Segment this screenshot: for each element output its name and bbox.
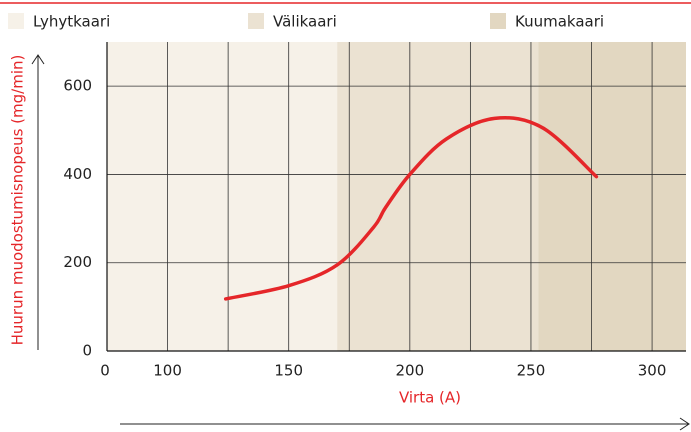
band <box>337 42 539 351</box>
y-tick-label: 200 <box>63 253 92 271</box>
x-axis-label: Virta (A) <box>399 389 461 407</box>
band <box>107 42 338 351</box>
y-tick-label: 600 <box>63 77 92 95</box>
legend-swatch <box>490 13 506 29</box>
band <box>538 42 686 351</box>
y-axis-label: Huurun muodostumisnopeus (mg/min) <box>9 55 27 346</box>
legend-label: Välikaari <box>273 13 337 31</box>
x-tick-label: 0 <box>100 362 110 380</box>
x-tick-label: 150 <box>274 362 303 380</box>
x-tick-label: 300 <box>638 362 667 380</box>
y-arrow-head <box>31 54 45 65</box>
legend-swatch <box>248 13 264 29</box>
y-tick-label: 400 <box>63 165 92 183</box>
legend-label: Lyhytkaari <box>33 13 110 31</box>
legend-swatch <box>8 13 24 29</box>
x-arrow-head <box>679 417 690 431</box>
x-tick-label: 250 <box>517 362 546 380</box>
data-line <box>223 115 599 301</box>
x-tick-label: 100 <box>153 362 182 380</box>
legend-label: Kuumakaari <box>515 13 604 31</box>
y-tick-label: 0 <box>82 342 92 360</box>
x-tick-label: 200 <box>396 362 425 380</box>
